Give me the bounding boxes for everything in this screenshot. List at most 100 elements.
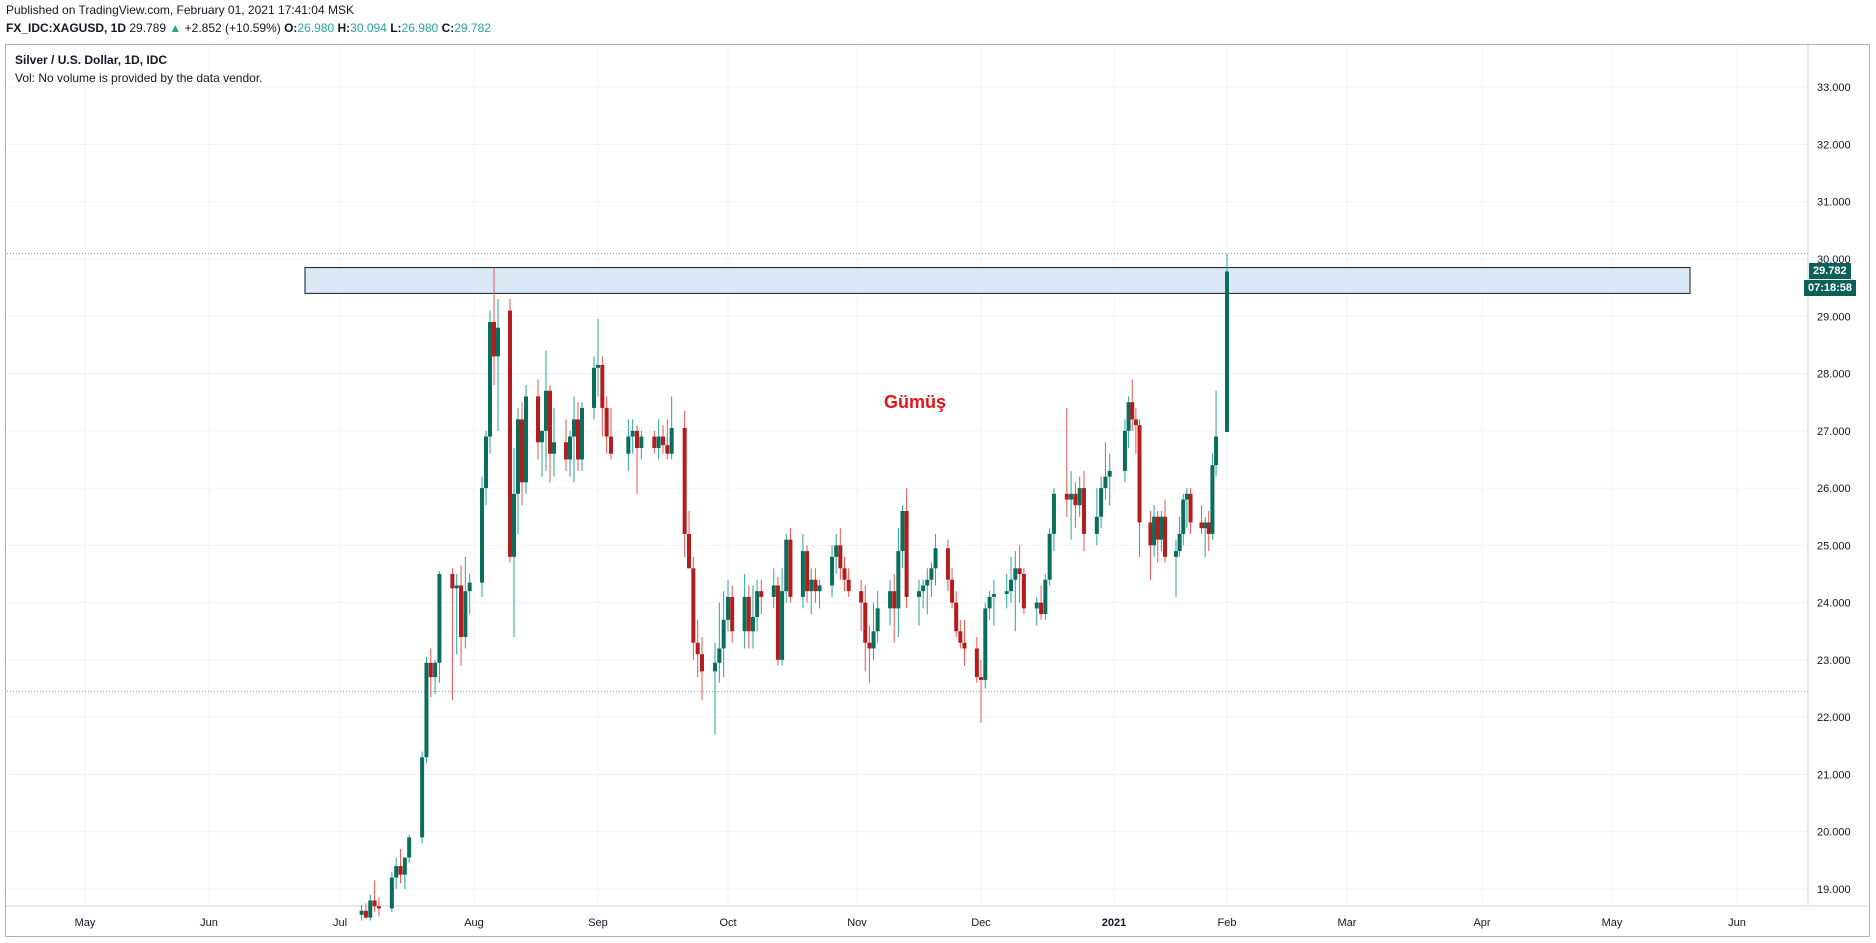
time-tick-label: May	[75, 917, 96, 929]
candle-body	[1137, 425, 1142, 523]
candle-body	[508, 310, 512, 557]
candle-body	[1163, 516, 1168, 557]
candle-body	[726, 596, 730, 620]
candle-body	[958, 631, 963, 643]
price-tick-label: 32.000	[1817, 139, 1851, 151]
change-value: +2.852 (+10.59%)	[184, 21, 281, 35]
time-tick-label: Jun	[200, 917, 218, 929]
candle-body	[962, 642, 967, 649]
candle-body	[536, 396, 540, 443]
candle-body	[830, 556, 835, 586]
candle-body	[630, 430, 635, 437]
candle-body	[568, 436, 572, 460]
time-tick-label: Apr	[1473, 917, 1490, 929]
candle-body	[1188, 493, 1193, 523]
series-legend-title[interactable]: Silver / U.S. Dollar, 1D, IDC	[15, 53, 168, 67]
price-tick-label: 24.000	[1817, 598, 1851, 610]
candle-body	[402, 857, 407, 875]
candle-body	[875, 608, 880, 632]
candle-body	[665, 445, 670, 454]
candle-body	[524, 396, 528, 483]
candle-body	[626, 436, 631, 454]
candle-body	[800, 551, 805, 597]
volume-note: Vol: No volume is provided by the data v…	[15, 71, 263, 85]
candle-body	[592, 367, 596, 408]
candle-body	[496, 327, 500, 357]
last-price-tag: 29.782	[1809, 263, 1851, 280]
candle-body	[813, 579, 818, 592]
candle-body	[1064, 493, 1069, 500]
candle-body	[424, 662, 429, 758]
published-line: Published on TradingView.com, February 0…	[6, 3, 354, 17]
candle-body	[904, 511, 909, 597]
candle-body	[896, 551, 901, 609]
time-tick-label: Aug	[464, 917, 484, 929]
candle-body	[1039, 602, 1044, 615]
time-tick-label: Jul	[333, 917, 347, 929]
candle-body	[925, 579, 930, 586]
candle-body	[1206, 522, 1211, 534]
candle-body	[484, 436, 488, 489]
candle-body	[691, 568, 696, 643]
candle-body	[548, 390, 552, 454]
countdown-tag: 07:18:58	[1804, 280, 1857, 297]
price-tick-label: 31.000	[1817, 197, 1851, 209]
candle-body	[1034, 602, 1039, 609]
candle-body	[842, 568, 847, 580]
candle-body	[1173, 551, 1178, 557]
candle-body	[900, 511, 905, 552]
candle-body	[656, 436, 661, 448]
price-tick-label: 29.000	[1817, 311, 1851, 323]
candle-body	[945, 548, 950, 580]
candle-body	[488, 322, 492, 437]
candle-body	[805, 551, 810, 592]
price-tick-label: 23.000	[1817, 655, 1851, 667]
time-tick-label: Feb	[1218, 917, 1237, 929]
candle-body	[917, 591, 921, 597]
candle-body	[463, 591, 468, 637]
candle-body	[834, 545, 839, 557]
candle-body	[1199, 522, 1204, 529]
candle-body	[933, 548, 938, 569]
candle-body	[1214, 436, 1219, 466]
candle-body	[398, 866, 403, 875]
candle-body	[1051, 493, 1056, 534]
candle-body	[1181, 499, 1186, 534]
chart-frame[interactable]	[5, 44, 1870, 937]
candle-body	[363, 910, 368, 918]
candle-body	[784, 539, 789, 592]
candle-body	[987, 596, 992, 609]
candle-body	[492, 322, 496, 357]
candle-body	[954, 602, 959, 632]
candle-body	[669, 427, 674, 454]
candle-body	[755, 591, 760, 617]
candle-body	[1021, 574, 1026, 609]
candle-body	[576, 419, 580, 460]
candle-body	[746, 596, 751, 632]
candle-body	[846, 579, 851, 592]
price-tick-label: 25.000	[1817, 540, 1851, 552]
candle-body	[1107, 470, 1112, 477]
candle-body	[433, 662, 438, 678]
candle-body	[1152, 516, 1157, 546]
candle-body	[1069, 493, 1074, 500]
price-tick-label: 21.000	[1817, 769, 1851, 781]
candle-body	[750, 616, 755, 632]
candle-body	[516, 419, 520, 494]
price-tick-label: 27.000	[1817, 426, 1851, 438]
price-tick-label: 28.000	[1817, 369, 1851, 381]
price-tick-label: 22.000	[1817, 712, 1851, 724]
candle-body	[459, 585, 464, 637]
candle-body	[1184, 493, 1189, 500]
low-label: L:	[390, 21, 402, 35]
candle-body	[742, 596, 747, 632]
candle-body	[1099, 488, 1104, 517]
low-value: 26.980	[401, 21, 439, 35]
time-tick-label: Mar	[1338, 917, 1357, 929]
candle-body	[359, 910, 364, 915]
candle-body	[1130, 402, 1135, 420]
candle-body	[394, 866, 399, 878]
price-tick-label: 20.000	[1817, 827, 1851, 839]
candle-body	[1103, 476, 1108, 489]
